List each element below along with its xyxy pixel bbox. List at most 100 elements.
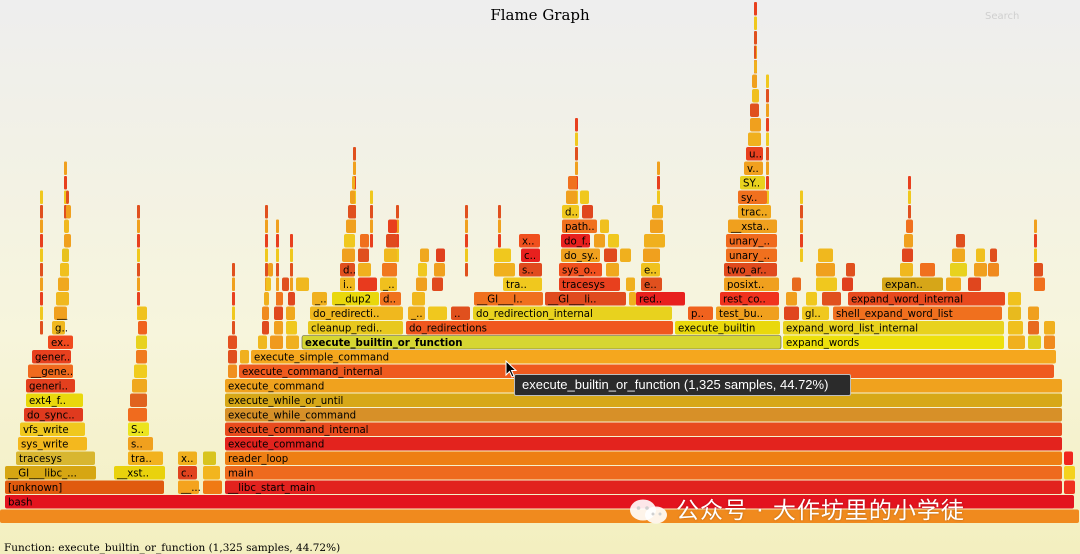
frame-s[interactable]: s.. bbox=[128, 437, 153, 451]
frame-vfs-write[interactable]: vfs_write bbox=[20, 422, 85, 437]
frame-frame[interactable] bbox=[203, 466, 220, 480]
frame-sliver[interactable] bbox=[40, 263, 43, 277]
frame-frame[interactable] bbox=[974, 263, 987, 277]
frame-frame[interactable] bbox=[1028, 321, 1039, 335]
frame-frame[interactable] bbox=[752, 74, 757, 89]
frame-sliver[interactable] bbox=[137, 205, 140, 219]
frame-frame[interactable] bbox=[904, 234, 913, 248]
frame-frame[interactable] bbox=[606, 263, 619, 277]
frame-frame[interactable] bbox=[266, 277, 271, 292]
frame-frame[interactable] bbox=[652, 205, 663, 219]
frame-frame[interactable] bbox=[568, 176, 577, 190]
frame-v[interactable]: v.. bbox=[744, 161, 763, 176]
frame-ext4-f[interactable]: ext4_f.. bbox=[26, 393, 83, 408]
frame-frame[interactable] bbox=[128, 408, 147, 422]
frame-frame[interactable] bbox=[420, 248, 429, 263]
frame-frame[interactable] bbox=[1008, 335, 1025, 350]
frame-frame[interactable] bbox=[228, 350, 237, 364]
frame-i[interactable]: i.. bbox=[340, 277, 355, 292]
frame-sliver[interactable] bbox=[40, 190, 43, 205]
frame-frame[interactable] bbox=[750, 118, 761, 132]
frame-sliver[interactable] bbox=[575, 161, 578, 176]
frame-sliver[interactable] bbox=[766, 118, 769, 132]
frame-frame[interactable] bbox=[262, 306, 269, 321]
frame-sliver[interactable] bbox=[276, 277, 279, 292]
frame-sliver[interactable] bbox=[370, 205, 373, 219]
frame-sliver[interactable] bbox=[1034, 234, 1037, 248]
frame-x[interactable]: x.. bbox=[178, 451, 197, 466]
frame-sliver[interactable] bbox=[498, 234, 501, 248]
frame-red[interactable]: red.. bbox=[636, 292, 685, 306]
frame-sliver[interactable] bbox=[766, 89, 769, 103]
frame-frame[interactable] bbox=[1044, 335, 1055, 350]
frame-tra[interactable]: tra.. bbox=[503, 277, 542, 292]
frame-frame[interactable] bbox=[432, 277, 443, 292]
frame-frame[interactable] bbox=[66, 190, 69, 205]
frame-frame[interactable] bbox=[750, 103, 759, 118]
frame-sliver[interactable] bbox=[232, 321, 235, 335]
frame-sliver[interactable] bbox=[276, 248, 279, 263]
frame-sliver[interactable] bbox=[353, 161, 356, 176]
frame-sliver[interactable] bbox=[276, 234, 279, 248]
frame-d[interactable]: d.. bbox=[562, 205, 579, 219]
frame-frame[interactable] bbox=[818, 248, 833, 263]
frame-frame[interactable] bbox=[136, 350, 147, 364]
frame-generi[interactable]: generi.. bbox=[26, 379, 75, 393]
frame-sliver[interactable] bbox=[137, 263, 140, 277]
frame-frame[interactable] bbox=[262, 321, 269, 335]
frame-sliver[interactable] bbox=[276, 263, 279, 277]
frame-sliver[interactable] bbox=[766, 132, 769, 147]
frame-frame[interactable] bbox=[58, 277, 69, 292]
frame-do-redirection-internal[interactable]: do_redirection_internal bbox=[473, 306, 672, 321]
frame-frame[interactable] bbox=[64, 219, 69, 234]
frame-frame[interactable] bbox=[276, 292, 283, 306]
frame-frame[interactable] bbox=[956, 234, 965, 248]
frame-sliver[interactable] bbox=[353, 147, 356, 161]
frame-do-redirecti[interactable]: do_redirecti.. bbox=[310, 306, 403, 321]
frame-frame[interactable]: .. bbox=[451, 306, 470, 321]
frame-frame[interactable] bbox=[1008, 306, 1021, 321]
frame-sliver[interactable] bbox=[800, 234, 803, 248]
frame-sliver[interactable] bbox=[766, 176, 769, 190]
frame-sliver[interactable] bbox=[137, 277, 140, 292]
frame-sliver[interactable] bbox=[465, 234, 468, 248]
frame-c[interactable]: c.. bbox=[178, 466, 197, 480]
frame-frame[interactable] bbox=[134, 364, 147, 379]
frame-frame[interactable] bbox=[428, 306, 447, 321]
frame-sliver[interactable] bbox=[370, 219, 373, 234]
frame-execute-simple-command[interactable]: execute_simple_command bbox=[251, 350, 1056, 364]
frame-sliver[interactable] bbox=[498, 219, 501, 234]
frame-frame[interactable] bbox=[203, 480, 222, 495]
frame-sliver[interactable] bbox=[265, 205, 268, 219]
frame-frame[interactable] bbox=[352, 176, 355, 190]
frame-sliver[interactable] bbox=[290, 234, 293, 248]
frame-frame[interactable] bbox=[203, 451, 216, 466]
frame-path[interactable]: path.. bbox=[562, 219, 597, 234]
search-button[interactable]: Search bbox=[985, 11, 1020, 22]
frame-sliver[interactable] bbox=[265, 248, 268, 263]
frame-frame[interactable] bbox=[620, 248, 631, 263]
frame-expan[interactable]: expan.. bbox=[882, 277, 943, 292]
frame-sliver[interactable] bbox=[754, 2, 757, 16]
frame-gl[interactable]: gl.. bbox=[802, 306, 829, 321]
frame-frame[interactable] bbox=[846, 263, 855, 277]
frame-frame[interactable] bbox=[950, 263, 967, 277]
frame-sliver[interactable] bbox=[276, 219, 279, 234]
frame-frame[interactable] bbox=[282, 277, 289, 292]
frame-frame[interactable] bbox=[56, 292, 69, 306]
frame-sliver[interactable] bbox=[657, 161, 660, 176]
frame-frame[interactable] bbox=[358, 277, 377, 292]
frame-frame[interactable] bbox=[382, 263, 397, 277]
frame-frame[interactable] bbox=[1028, 306, 1039, 321]
frame-frame[interactable] bbox=[566, 190, 577, 205]
frame-frame[interactable] bbox=[1028, 335, 1041, 350]
frame-dup2[interactable]: __dup2 bbox=[332, 292, 379, 306]
frame-sliver[interactable] bbox=[137, 292, 140, 306]
frame-gene[interactable]: __gene.. bbox=[28, 364, 73, 379]
frame-sliver[interactable] bbox=[64, 161, 67, 176]
frame-sliver[interactable] bbox=[265, 219, 268, 234]
frame-frame[interactable] bbox=[138, 321, 147, 335]
frame-sliver[interactable] bbox=[232, 277, 235, 292]
flame-graph[interactable]: bash[unknown] __... __libc_start_main__GI_… bbox=[0, 0, 1080, 540]
frame-sliver[interactable] bbox=[40, 248, 43, 263]
